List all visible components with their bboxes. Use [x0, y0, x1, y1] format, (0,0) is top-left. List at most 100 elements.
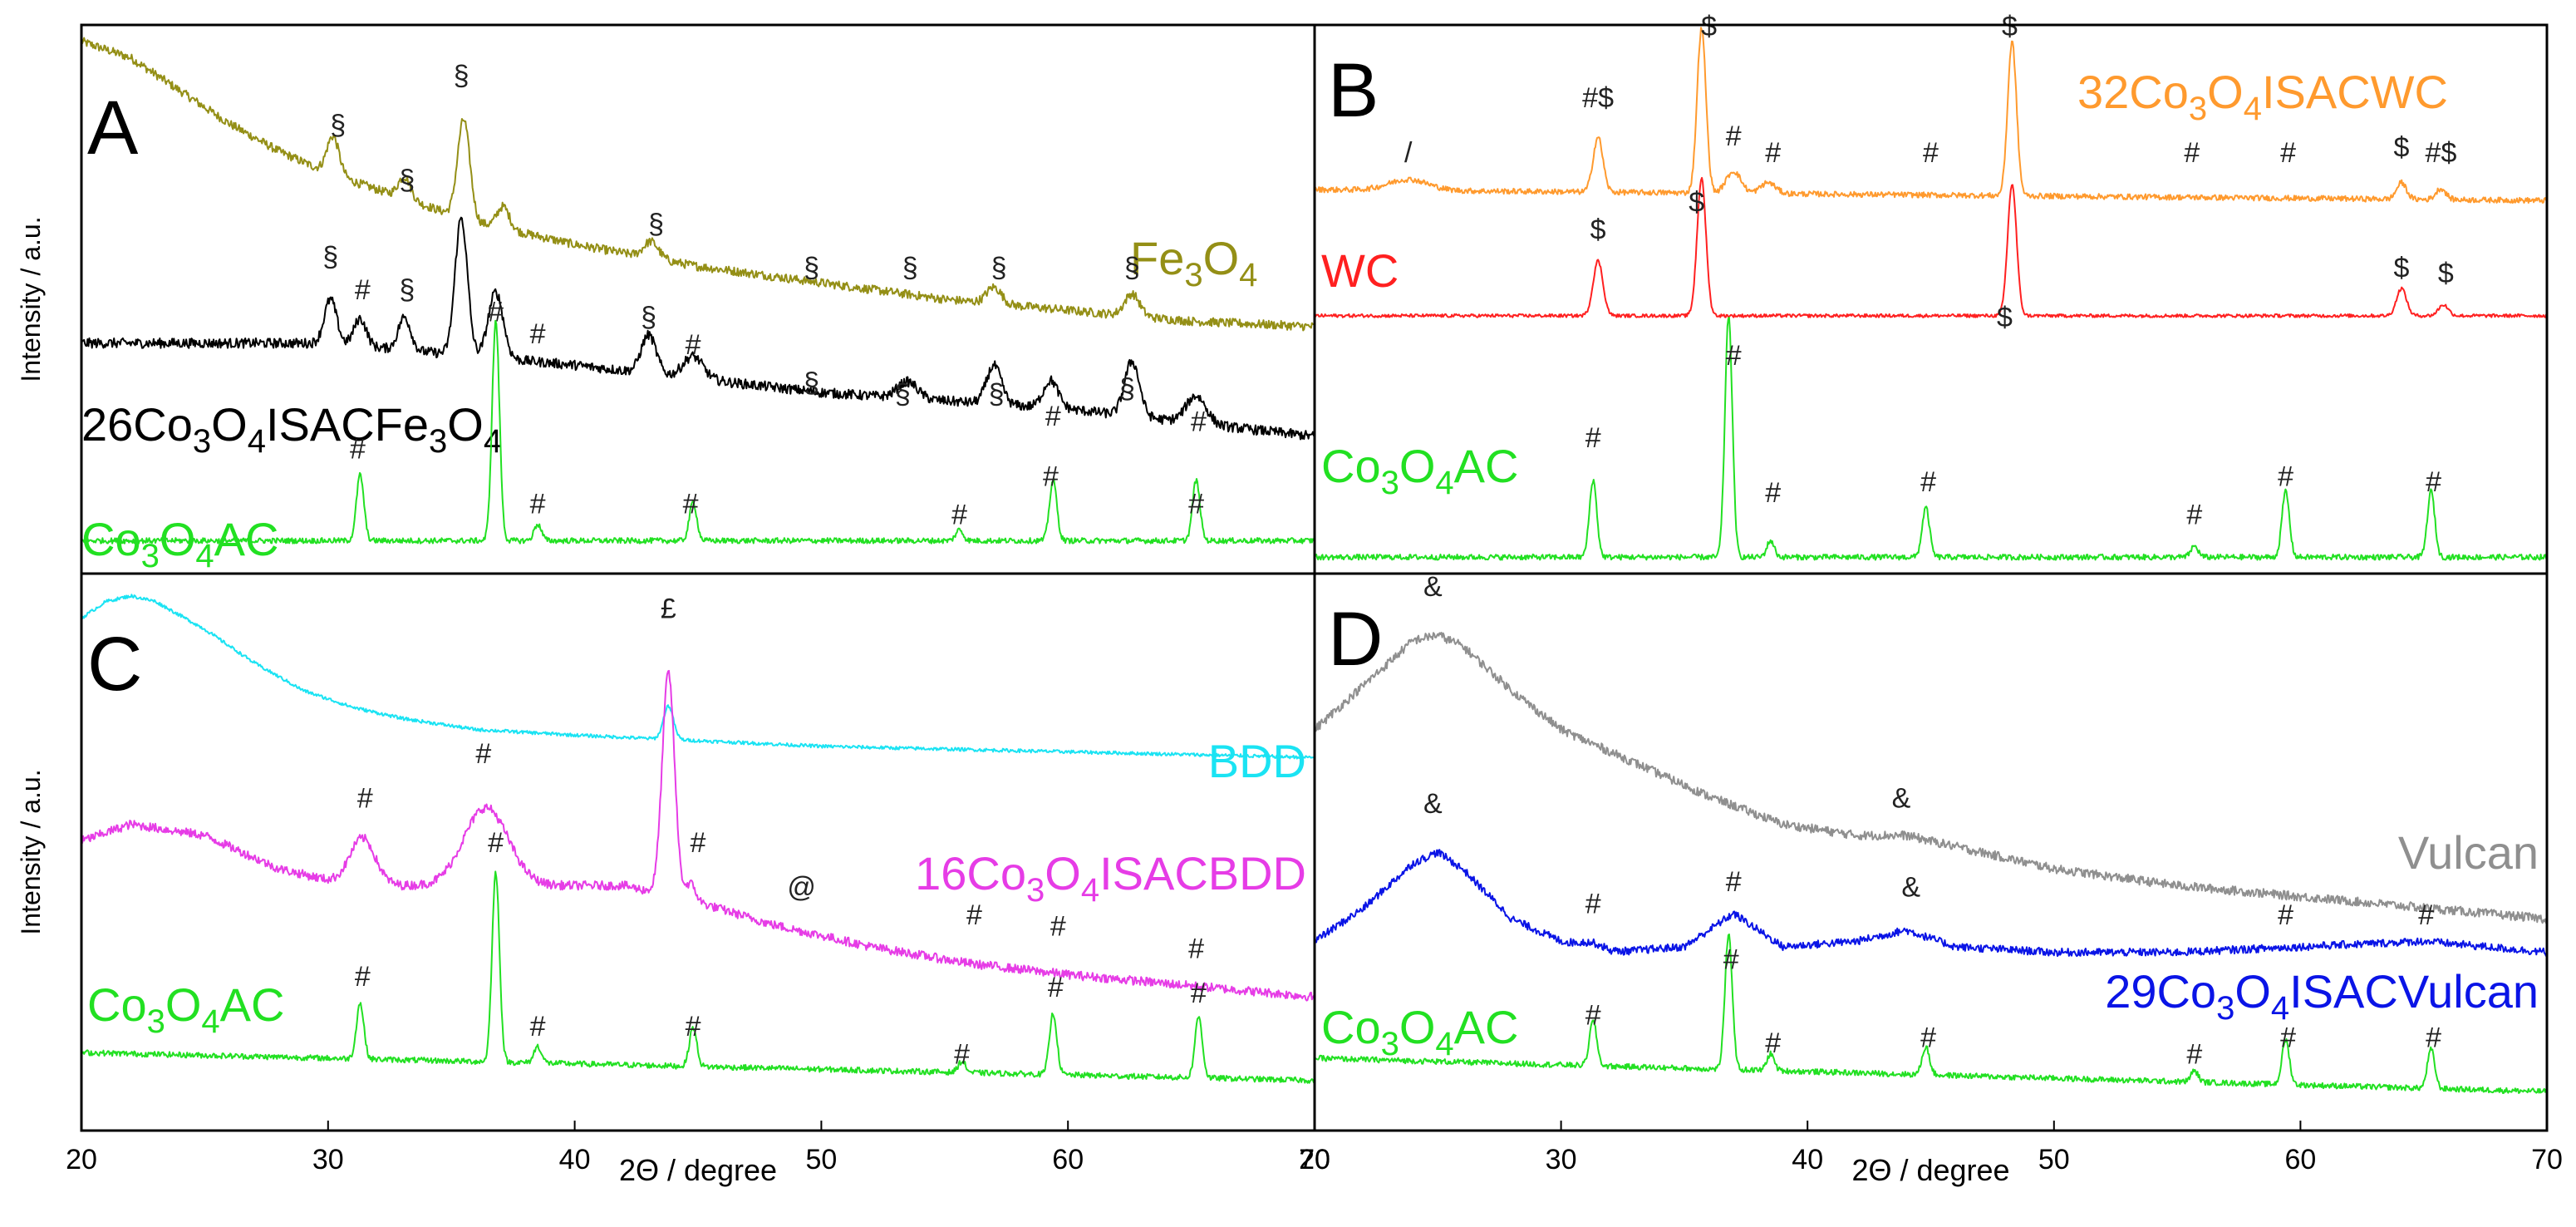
peak-marker: # [488, 827, 504, 859]
peak-marker: § [991, 253, 1007, 284]
peak-marker: § [399, 165, 415, 196]
peak-marker: $ [1701, 11, 1717, 42]
x-tick-label: 40 [1792, 1144, 1823, 1175]
peak-marker: § [989, 378, 1005, 410]
y-axis-label: Intensity / a.u. [16, 769, 46, 934]
peak-marker: # [2278, 461, 2293, 492]
peak-marker: # [1726, 340, 1742, 372]
panel-letter: B [1328, 48, 1379, 133]
series-label-co3o4ac: Co3O4AC [81, 513, 278, 574]
series-line-co3o4ac [1314, 933, 2548, 1095]
peak-marker: # [683, 488, 699, 520]
series-label-29co3o4isacvulcan: 29Co3O4ISACVulcan [2105, 965, 2539, 1027]
peak-marker: # [2426, 1022, 2441, 1054]
peak-marker: # [1050, 911, 1066, 943]
series-line-26co3o4isacfe3o4 [81, 216, 1315, 441]
peak-marker: § [1124, 253, 1140, 284]
x-tick-label: 40 [559, 1144, 591, 1175]
peak-marker: # [1043, 461, 1059, 492]
series-label-fe3o4: Fe3O4 [1130, 232, 1257, 293]
series-line-16co3o4isacbdd [81, 669, 1315, 1002]
peak-marker: § [804, 367, 819, 399]
series-line-co3o4ac [81, 870, 1315, 1084]
peak-marker: § [330, 110, 346, 141]
peak-marker: $ [2394, 131, 2410, 163]
series-line-32co3o4isacwc [1314, 27, 2548, 204]
series-label-32co3o4isacwc: 32Co3O4ISACWC [2077, 66, 2448, 127]
peak-marker: # [954, 1039, 970, 1071]
panel-c: BDD 16Co3O4ISACBDD Co3O4AC £ # # # @ # # # # # # # # # # C… [16, 572, 1330, 1187]
x-axis-label: 2Θ / degree [619, 1153, 777, 1187]
peak-marker: § [322, 241, 338, 273]
panel-letter: D [1328, 597, 1383, 682]
peak-marker: # [530, 318, 546, 350]
x-tick-label: 70 [2531, 1144, 2563, 1175]
series-label-bdd: BDD [1208, 735, 1306, 787]
series-label-26co3o4isacfe3o4: 26Co3O4ISACFe3O4 [81, 398, 502, 460]
panel-frame [1313, 572, 2549, 1132]
series-label-co3o4ac: Co3O4AC [1321, 440, 1518, 501]
peak-marker: # [355, 961, 371, 993]
peak-marker: # [2280, 137, 2296, 169]
peak-marker: # [2186, 500, 2202, 531]
y-axis-label: Intensity / a.u. [16, 216, 46, 382]
peak-marker: # [2280, 1022, 2296, 1054]
peak-marker: & [1892, 782, 1911, 814]
series-label-16co3o4isacbdd: 16Co3O4ISACBDD [915, 847, 1306, 909]
peak-marker: § [902, 253, 918, 284]
peak-marker: § [399, 274, 415, 306]
peak-marker: $ [1590, 214, 1606, 245]
panel-d: Vulcan 29Co3O4ISACVulcan Co3O4AC & & & # # & # # # #… [1299, 571, 2563, 1187]
x-tick-label: 50 [2038, 1144, 2070, 1175]
peak-marker: # [1920, 1022, 1936, 1054]
peak-marker: # [1191, 406, 1207, 437]
peak-marker: # [1765, 477, 1781, 509]
peak-marker: @ [787, 872, 816, 904]
series-label-vulcan: Vulcan [2398, 826, 2539, 879]
peak-marker: # [2278, 899, 2293, 931]
x-tick-label: 20 [66, 1144, 97, 1175]
series-line-fe3o4 [81, 37, 1315, 332]
peak-marker: # [530, 1011, 546, 1042]
peak-marker: # [1765, 1027, 1781, 1059]
peak-marker: # [1585, 1000, 1601, 1032]
series-line-bdd [81, 594, 1315, 760]
peak-marker: # [488, 296, 504, 328]
peak-marker: # [1585, 422, 1601, 454]
panel-letter: A [87, 86, 139, 170]
peak-marker: # [1188, 933, 1204, 964]
peak-marker: # [2418, 899, 2434, 931]
peak-marker: § [895, 378, 911, 410]
peak-marker: & [1423, 571, 1443, 603]
peak-marker: # [1723, 944, 1739, 976]
series-line-wc [1314, 176, 2548, 318]
x-tick-label: 50 [805, 1144, 837, 1175]
peak-marker: # [1585, 889, 1601, 920]
peak-marker: § [804, 253, 819, 284]
peak-marker: #$ [1582, 82, 1614, 114]
peak-marker: # [966, 899, 982, 931]
x-tick-label: 60 [2284, 1144, 2316, 1175]
peak-marker: / [1404, 137, 1413, 169]
peak-marker: # [691, 827, 706, 859]
peak-marker: # [1191, 978, 1207, 1009]
peak-marker: $ [2394, 253, 2410, 284]
peak-marker: § [641, 302, 656, 333]
series-label-wc: WC [1321, 244, 1399, 297]
peak-marker: # [686, 1011, 701, 1042]
peak-marker: #$ [2426, 137, 2457, 169]
peak-marker: $ [2438, 258, 2454, 289]
peak-marker: # [1920, 466, 1936, 498]
peak-marker: § [454, 61, 469, 92]
peak-marker: £ [661, 594, 676, 625]
peak-marker: # [530, 488, 546, 520]
series-label-co3o4ac: Co3O4AC [87, 978, 284, 1040]
peak-marker: # [2184, 137, 2200, 169]
x-tick-label: 30 [312, 1144, 344, 1175]
peak-marker: # [1726, 121, 1742, 152]
x-tick-label: 20 [1299, 1144, 1330, 1175]
series-line-vulcan [1314, 632, 2548, 924]
peak-marker: # [1045, 401, 1061, 432]
